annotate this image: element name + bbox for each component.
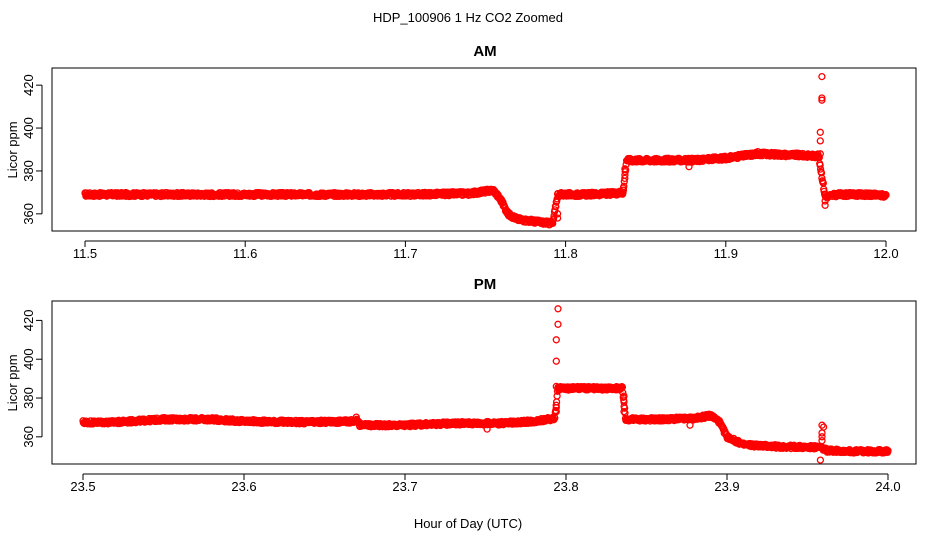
pm-x-tick-label: 23.7 — [392, 479, 417, 494]
pm-x-tick-label: 23.9 — [714, 479, 739, 494]
pm-plot-frame — [51, 300, 917, 465]
pm-x-tick-label: 24.0 — [875, 479, 900, 494]
outlier-point — [816, 128, 824, 136]
outlier-point — [685, 163, 693, 171]
data-point — [621, 174, 629, 183]
am-y-tick-label: 400 — [21, 117, 36, 139]
outlier-point — [818, 72, 826, 81]
am-x-tick-label: 12.0 — [873, 246, 898, 261]
am-y-tick-label: 420 — [21, 74, 36, 96]
outlier-point — [553, 214, 562, 222]
outlier-point — [552, 407, 560, 416]
outlier-point — [619, 184, 627, 192]
data-point — [884, 447, 892, 455]
outlier-point — [620, 392, 628, 400]
pm-points — [79, 305, 892, 464]
outlier-point — [821, 197, 829, 205]
outlier-point — [818, 94, 826, 102]
outlier-point — [552, 336, 560, 344]
outlier-point — [554, 320, 562, 328]
outlier-point — [819, 423, 828, 431]
am-panel: AM 11.5 11.6 11.7 11.8 11.9 12.0360380400420 … — [5, 43, 917, 261]
outlier-point — [552, 382, 560, 391]
outlier-point — [818, 437, 826, 445]
pm-x-tick-label: 23.6 — [231, 479, 256, 494]
pm-y-tick-label: 420 — [21, 310, 36, 332]
am-x-tick-label: 11.5 — [73, 246, 97, 261]
pm-y-tick-label: 380 — [21, 387, 36, 409]
pm-axes: 23.5 23.6 23.7 23.8 23.9 24.0 360 380 400 420 — [21, 310, 901, 494]
am-x-tick-label: 11.9 — [714, 246, 738, 261]
outlier-point — [818, 429, 826, 437]
am-plot-frame — [51, 67, 917, 232]
outlier-point — [554, 305, 562, 313]
outlier-point — [816, 456, 825, 464]
outlier-point — [620, 407, 628, 416]
pm-panel: PM 23.5 23.6 23.7 23.8 23.9 24.0360380400420 … — [5, 276, 917, 494]
x-axis-label: Hour of Day (UTC) — [414, 516, 522, 531]
figure-title: HDP_100906 1 Hz CO2 Zoomed — [373, 10, 563, 25]
pm-y-tick-label: 360 — [21, 426, 36, 448]
data-point — [817, 169, 826, 177]
am-y-axis-label: Licor ppm — [5, 121, 20, 178]
data-point — [549, 215, 558, 223]
data-point — [882, 191, 890, 199]
am-y-tick-label: 380 — [21, 160, 36, 182]
outlier-point — [552, 404, 560, 412]
outlier-point — [818, 421, 826, 429]
data-point — [816, 161, 824, 169]
am-axes: 11.5 11.6 11.7 11.8 11.9 12.0 360 380 400 420 — [21, 74, 899, 261]
am-x-tick-label: 11.6 — [233, 246, 257, 261]
outlier-point — [818, 96, 826, 104]
pm-y-tick-label: 400 — [21, 348, 36, 370]
pm-x-tick-label: 23.8 — [553, 479, 578, 494]
outlier-point — [686, 421, 694, 429]
outlier-point — [552, 357, 560, 365]
am-points — [81, 72, 890, 229]
outlier-point — [816, 137, 824, 145]
data-point — [619, 389, 627, 397]
outlier-point — [754, 147, 762, 156]
pm-x-tick-label: 23.5 — [70, 479, 95, 494]
outlier-point — [483, 425, 491, 433]
am-x-tick-label: 11.8 — [553, 246, 577, 261]
outlier-point — [818, 433, 826, 441]
am-y-tick-label: 360 — [21, 203, 36, 225]
outlier-point — [816, 150, 824, 158]
outlier-point — [621, 165, 629, 173]
data-point — [816, 165, 825, 173]
pm-y-axis-label: Licor ppm — [5, 354, 20, 411]
pm-panel-title: PM — [474, 276, 497, 293]
am-panel-title: AM — [473, 43, 496, 60]
outlier-point — [821, 201, 829, 209]
outlier-point — [553, 210, 562, 218]
data-point — [549, 219, 557, 228]
am-x-tick-label: 11.7 — [393, 246, 417, 261]
